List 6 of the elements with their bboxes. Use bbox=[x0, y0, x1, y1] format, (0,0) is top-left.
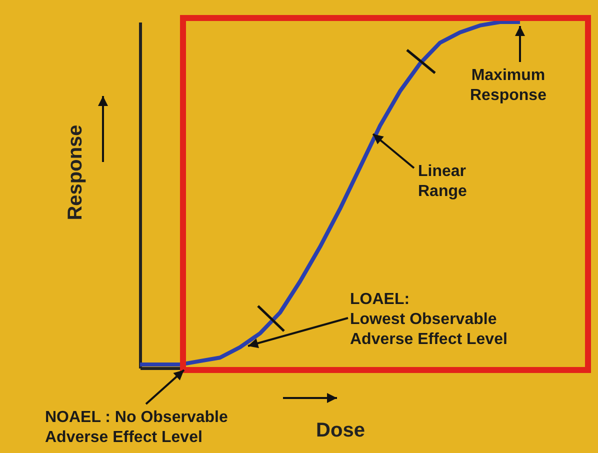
annotation: Linear Range bbox=[418, 162, 467, 202]
annotation: Maximum Response bbox=[470, 66, 546, 106]
annotation: LOAEL: Lowest Observable Adverse Effect Level bbox=[350, 290, 508, 350]
text: NOAEL : No Observable Adverse Effect Level bbox=[45, 408, 228, 448]
y-axis-title: Response bbox=[64, 124, 86, 220]
x-axis-title: Dose bbox=[316, 420, 365, 442]
